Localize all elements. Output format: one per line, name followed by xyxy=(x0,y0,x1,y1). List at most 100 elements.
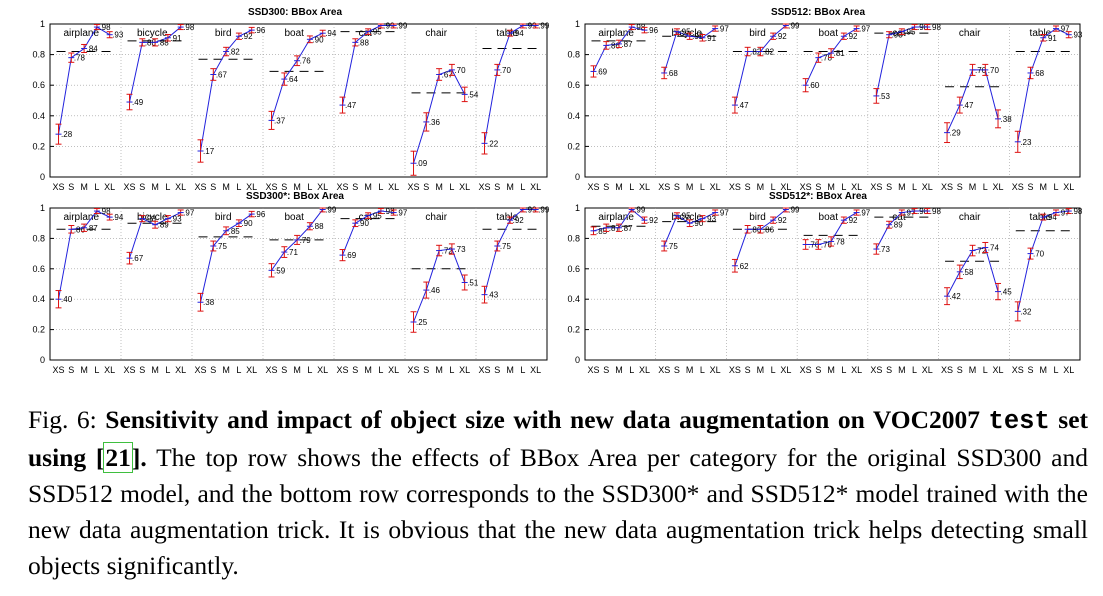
chart-title: SSD300*: BBox Area xyxy=(246,191,344,202)
data-label: .90 xyxy=(241,219,253,228)
x-tick-label: M xyxy=(827,365,835,375)
data-label: .97 xyxy=(859,209,871,218)
category-label: boat xyxy=(819,28,839,39)
data-label: .98 xyxy=(99,23,111,32)
chart-panel-3: SSD300*: BBox Area 0 0.2 0.4 0.6 0.8 1 airplane… xyxy=(32,191,549,375)
x-tick-label: M xyxy=(435,182,443,192)
x-tick-label: XL xyxy=(175,365,186,375)
x-tick-label: XS xyxy=(587,182,599,192)
x-tick-label: M xyxy=(435,365,443,375)
data-label: .93 xyxy=(1071,31,1083,40)
y-tick-label: 0 xyxy=(575,172,580,182)
x-tick-label: XL xyxy=(317,182,328,192)
data-label: .86 xyxy=(763,225,775,234)
data-label: .60 xyxy=(808,81,820,90)
data-label: .72 xyxy=(975,247,987,256)
category-label: airplane xyxy=(598,28,634,39)
x-tick-label: XL xyxy=(922,182,933,192)
citation-link[interactable]: 21 xyxy=(103,442,133,473)
x-tick-label: L xyxy=(165,365,170,375)
data-label: .90 xyxy=(358,219,370,228)
y-tick-label: 0.2 xyxy=(567,325,580,335)
x-tick-label: M xyxy=(364,365,372,375)
x-tick-label: S xyxy=(603,365,609,375)
y-tick-label: 0.2 xyxy=(32,141,45,151)
y-tick-label: 0.4 xyxy=(32,294,45,304)
x-tick-label: XS xyxy=(266,182,278,192)
x-tick-label: M xyxy=(686,182,694,192)
y-tick-label: 0.8 xyxy=(32,233,45,243)
data-label: .78 xyxy=(834,237,846,246)
x-tick-label: L xyxy=(449,365,454,375)
data-label: .75 xyxy=(667,242,679,251)
x-tick-label: S xyxy=(745,182,751,192)
x-tick-label: XL xyxy=(1063,182,1074,192)
chart-panel-4: SSD512*: BBox Area 0 0.2 0.4 0.6 0.8 1 airplane… xyxy=(567,191,1082,375)
data-label: .75 xyxy=(216,242,228,251)
plot-frame xyxy=(584,23,1081,178)
data-label: .85 xyxy=(229,227,241,236)
data-label: .51 xyxy=(467,278,479,287)
category-label: airplane xyxy=(63,212,99,223)
x-tick-label: XL xyxy=(104,182,115,192)
data-label: .37 xyxy=(274,116,286,125)
x-tick-label: M xyxy=(827,182,835,192)
y-tick-label: 0 xyxy=(40,355,45,365)
category-label: airplane xyxy=(63,28,99,39)
data-label: .93 xyxy=(892,31,904,40)
x-tick-label: XS xyxy=(1012,182,1024,192)
data-label: .96 xyxy=(254,26,266,35)
x-tick-label: S xyxy=(674,182,680,192)
x-tick-label: L xyxy=(94,182,99,192)
category-label: chair xyxy=(959,212,981,223)
figure-caption: Fig. 6: Sensitivity and impact of object… xyxy=(28,402,1088,584)
category-label: cat xyxy=(892,212,906,223)
x-tick-label: XS xyxy=(658,182,670,192)
data-label: .76 xyxy=(300,57,312,66)
x-tick-label: L xyxy=(1053,182,1058,192)
data-label: .72 xyxy=(442,247,454,256)
x-tick-label: XS xyxy=(479,365,491,375)
x-tick-label: M xyxy=(151,365,159,375)
data-label: .88 xyxy=(312,222,324,231)
chart-title: SSD512*: BBox Area xyxy=(769,191,867,202)
data-label: .97 xyxy=(718,209,730,218)
y-tick-label: 0.8 xyxy=(567,50,580,60)
data-label: .97 xyxy=(183,209,195,218)
data-label: .40 xyxy=(61,295,73,304)
x-tick-label: XL xyxy=(530,365,541,375)
data-label: .64 xyxy=(287,75,299,84)
x-tick-label: L xyxy=(771,182,776,192)
x-tick-label: S xyxy=(957,182,963,192)
data-label: .95 xyxy=(904,28,916,37)
x-tick-label: S xyxy=(745,365,751,375)
series-line xyxy=(1017,28,1069,142)
data-label: .98 xyxy=(383,207,395,216)
data-label: .90 xyxy=(312,35,324,44)
data-label: .93 xyxy=(170,215,182,224)
data-label: .94 xyxy=(325,29,337,38)
series-line xyxy=(58,26,110,135)
data-label: .92 xyxy=(647,216,659,225)
x-tick-label: XL xyxy=(1063,365,1074,375)
data-label: .76 xyxy=(821,240,833,249)
data-label: .70 xyxy=(454,66,466,75)
data-label: .38 xyxy=(1001,115,1013,124)
data-label: .99 xyxy=(525,206,537,215)
data-label: .36 xyxy=(429,118,441,127)
x-tick-label: XL xyxy=(993,182,1004,192)
x-tick-label: L xyxy=(983,365,988,375)
data-label: .47 xyxy=(345,101,357,110)
y-tick-label: 0.6 xyxy=(32,264,45,274)
data-label: .94 xyxy=(1046,213,1058,222)
x-tick-label: L xyxy=(841,365,846,375)
data-label: .67 xyxy=(132,254,144,263)
caption-bold-2: set using xyxy=(28,405,1089,472)
x-tick-label: XS xyxy=(729,365,741,375)
data-label: .46 xyxy=(429,286,441,295)
data-label: .97 xyxy=(396,209,408,218)
category-label: bird xyxy=(749,212,766,223)
data-label: .54 xyxy=(467,90,479,99)
x-tick-label: XS xyxy=(53,182,65,192)
x-tick-label: S xyxy=(423,182,429,192)
